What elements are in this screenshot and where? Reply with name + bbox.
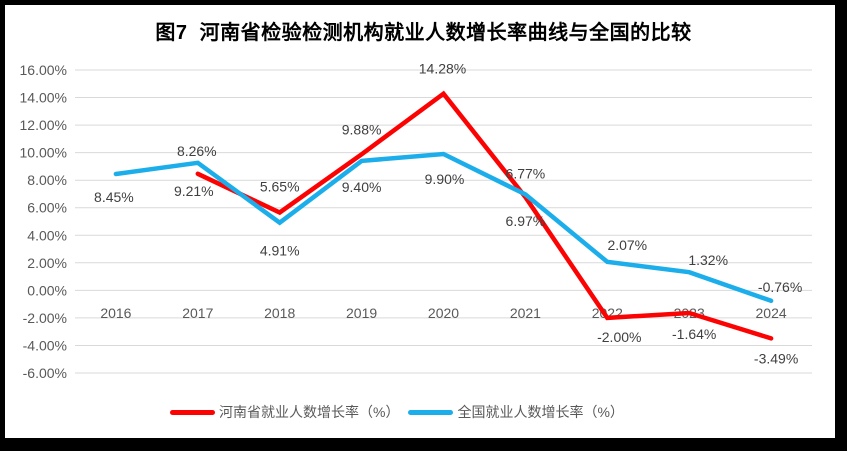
data-label: 9.21% [174, 183, 214, 199]
x-axis-tick-label: 2017 [182, 305, 213, 321]
legend-item-henan: 河南省就业人数增长率（%） [170, 402, 399, 422]
data-label: -1.64% [672, 326, 716, 342]
legend-swatch-national-line [408, 409, 454, 415]
legend-item-national: 全国就业人数增长率（%） [408, 402, 624, 422]
y-axis-tick-label: -4.00% [23, 338, 67, 354]
legend-label-henan: 河南省就业人数增长率（%） [219, 404, 400, 420]
y-axis-tick-label: 4.00% [27, 227, 67, 243]
data-label: 6.97% [506, 213, 546, 229]
x-axis-tick-label: 2021 [510, 305, 541, 321]
y-axis-tick-label: 14.00% [20, 90, 67, 106]
data-label: -2.00% [597, 329, 641, 345]
data-label: 6.77% [506, 165, 546, 181]
y-axis-tick-label: 16.00% [20, 62, 67, 78]
y-axis-tick-label: -6.00% [23, 365, 67, 381]
legend-swatch-henan-line [170, 409, 215, 415]
x-axis-tick-label: 2020 [428, 305, 459, 321]
data-label: -3.49% [754, 350, 798, 366]
chart-title: 图7 河南省检验检测机构就业人数增长率曲线与全国的比较 [155, 22, 692, 44]
x-axis-tick-label: 2019 [346, 305, 377, 321]
y-axis-tick-label: 6.00% [27, 200, 67, 216]
data-label: 9.90% [425, 171, 465, 187]
data-label: 14.28% [419, 61, 466, 77]
series-line-henan [195, 90, 774, 341]
y-axis-tick-label: 10.00% [20, 145, 67, 161]
data-label: 8.26% [177, 143, 217, 159]
x-axis-tick-label: 2018 [264, 305, 295, 321]
data-label: 8.45% [94, 189, 134, 205]
y-axis-tick-label: 0.00% [27, 282, 67, 298]
x-axis-tick-label: 2016 [100, 305, 131, 321]
data-label: 9.40% [342, 179, 382, 195]
y-axis-tick-label: 8.00% [27, 172, 67, 188]
y-axis-tick-label: -2.00% [23, 310, 67, 326]
x-axis-tick-label: 2024 [756, 305, 787, 321]
chart-legend: 河南省就业人数增长率（%） 全国就业人数增长率（%） [170, 402, 624, 422]
data-label: -0.76% [758, 279, 802, 295]
y-axis-tick-label: 2.00% [27, 255, 67, 271]
data-label: 4.91% [260, 243, 300, 259]
data-label: 5.65% [260, 179, 300, 195]
series-line-national [113, 151, 774, 304]
data-label: 1.32% [688, 252, 728, 268]
data-label: 2.07% [607, 237, 647, 253]
data-label: 9.88% [342, 121, 382, 137]
y-axis-tick-label: 12.00% [20, 117, 67, 133]
legend-label-national: 全国就业人数增长率（%） [457, 404, 624, 420]
